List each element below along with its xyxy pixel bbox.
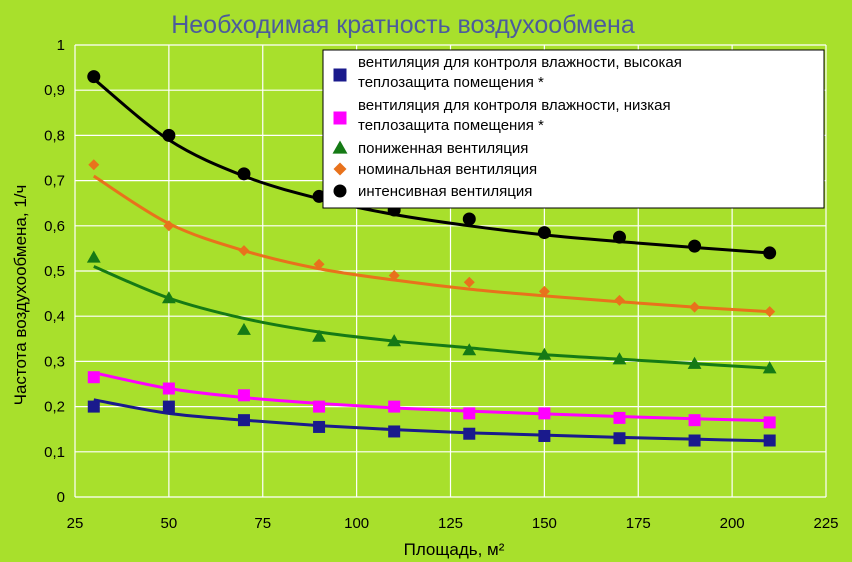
data-point (764, 306, 776, 318)
data-point (538, 407, 551, 420)
x-tick-label: 100 (344, 515, 369, 532)
data-point (387, 334, 402, 347)
data-point (388, 400, 401, 413)
data-point (462, 343, 477, 356)
series-trendline (92, 174, 770, 314)
series-trendline (93, 398, 770, 443)
data-point (333, 68, 347, 82)
data-point (613, 411, 626, 424)
x-axis-label: Площадь, м² (404, 540, 505, 559)
data-point (237, 167, 251, 181)
legend-box (322, 49, 825, 209)
x-tick-label: 50 (161, 515, 178, 532)
data-point (463, 427, 476, 440)
data-point (687, 356, 702, 369)
data-point (388, 270, 400, 282)
data-point (612, 230, 626, 244)
data-point (333, 184, 347, 198)
data-point (538, 429, 551, 442)
data-point (313, 258, 325, 270)
data-point (688, 414, 701, 427)
y-tick-label: 1 (57, 37, 65, 54)
data-point (313, 420, 326, 433)
y-tick-label: 0,9 (44, 82, 65, 99)
y-tick-label: 0,3 (44, 353, 65, 370)
data-point (162, 400, 175, 413)
chart-title: Необходимая кратность воздухообмена (171, 11, 635, 39)
x-tick-label: 75 (254, 515, 271, 532)
data-point (87, 371, 100, 384)
data-point (689, 301, 701, 313)
data-point (312, 189, 326, 203)
legend: вентиляция для контроля влажности, высок… (322, 49, 825, 209)
data-point (312, 329, 326, 342)
y-tick-label: 0,8 (44, 127, 65, 144)
data-point (332, 140, 348, 154)
legend-entry-label: вентиляция для контроля влажности, высок… (358, 54, 682, 71)
legend-entry-label: вентиляция для контроля влажности, низка… (358, 97, 671, 114)
y-tick-label: 0,4 (44, 308, 65, 325)
y-tick-label: 0,7 (44, 173, 65, 190)
series-trendline (92, 77, 770, 255)
data-point (763, 434, 776, 447)
series-trendline (93, 265, 770, 370)
data-point (237, 389, 250, 402)
x-axis-ticks: 25 50 75 100 125 150 175 200 225 (67, 515, 839, 532)
data-point (762, 361, 777, 374)
legend-entry-label: интенсивная вентиляция (358, 183, 532, 200)
data-point (763, 246, 777, 260)
y-tick-label: 0,6 (44, 218, 65, 235)
legend-entry-label: пониженная вентиляция (358, 140, 528, 157)
data-point (463, 407, 476, 420)
data-point (612, 352, 627, 365)
data-point (613, 294, 625, 306)
data-point (537, 347, 552, 360)
data-markers (86, 70, 777, 447)
data-point (688, 239, 702, 253)
data-point (88, 159, 100, 171)
y-tick-label: 0 (57, 489, 65, 506)
data-point (313, 400, 326, 413)
data-point (613, 432, 626, 445)
x-tick-label: 175 (626, 515, 651, 532)
x-tick-label: 200 (720, 515, 745, 532)
data-point (162, 128, 176, 142)
data-point (87, 400, 100, 413)
data-point (463, 276, 475, 288)
x-tick-label: 150 (532, 515, 557, 532)
data-point (87, 70, 101, 84)
legend-entry-label: теплозащита помещения * (358, 74, 544, 91)
data-point (86, 250, 101, 263)
y-axis-label: Частота воздухообмена, 1/ч (11, 185, 30, 406)
x-tick-label: 125 (438, 515, 463, 532)
data-point (333, 111, 347, 125)
data-point (237, 322, 251, 335)
x-tick-label: 25 (67, 515, 84, 532)
y-axis-ticks: 0 0,1 0,2 0,3 0,4 0,5 0,6 0,7 0,8 0,9 1 (44, 37, 65, 506)
y-tick-label: 0,2 (44, 399, 65, 416)
y-tick-label: 0,1 (44, 444, 65, 461)
data-point (237, 414, 250, 427)
data-point (333, 162, 347, 176)
data-point (388, 425, 401, 438)
data-point (537, 226, 551, 240)
data-point (538, 285, 550, 297)
y-tick-label: 0,5 (44, 263, 65, 280)
data-point (462, 212, 476, 226)
legend-entry-label: номинальная вентиляция (358, 161, 537, 178)
legend-entry-label: теплозащита помещения * (358, 117, 544, 134)
data-point (238, 245, 250, 257)
series-trendline (93, 371, 770, 423)
trendlines (92, 77, 770, 443)
data-point (688, 434, 701, 447)
x-tick-label: 225 (813, 515, 838, 532)
data-point (162, 382, 175, 395)
data-point (163, 220, 175, 232)
data-point (763, 416, 776, 429)
data-point (161, 291, 176, 304)
